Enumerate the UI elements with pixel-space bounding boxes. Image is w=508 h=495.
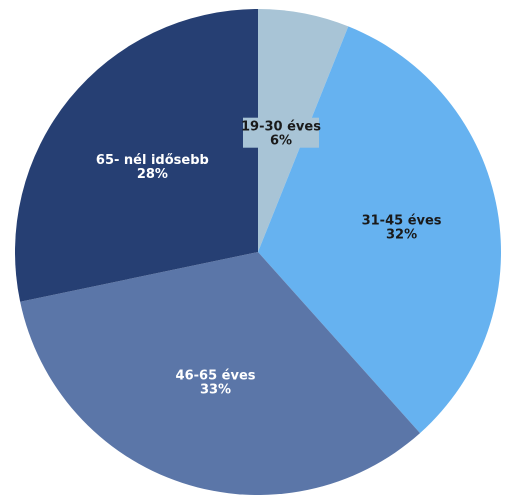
slice-percent-label: 32% <box>386 228 417 243</box>
slice-category-label: 31-45 éves <box>362 214 442 229</box>
slice-category-label: 65- nél idősebb <box>96 153 209 168</box>
slice-label-background <box>242 117 319 148</box>
pie-slice <box>15 9 259 302</box>
pie-slices <box>15 9 501 495</box>
slice-category-label: 46-65 éves <box>176 368 256 383</box>
slice-percent-label: 6% <box>270 134 292 149</box>
pie-slice <box>20 252 421 495</box>
slice-category-label: 19-30 éves <box>241 120 321 135</box>
slice-percent-label: 33% <box>200 382 231 397</box>
slice-percent-label: 28% <box>137 167 168 182</box>
